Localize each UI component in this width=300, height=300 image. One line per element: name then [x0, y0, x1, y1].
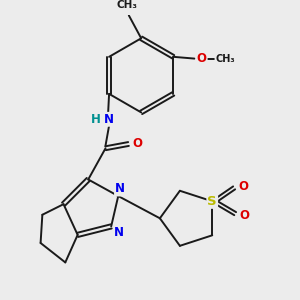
- Text: H: H: [91, 113, 101, 126]
- Text: O: O: [132, 137, 142, 151]
- Text: CH₃: CH₃: [117, 1, 138, 10]
- Text: N: N: [114, 226, 124, 239]
- Text: S: S: [207, 195, 217, 208]
- Text: N: N: [115, 182, 125, 196]
- Text: O: O: [240, 209, 250, 222]
- Text: N: N: [104, 113, 114, 126]
- Text: CH₃: CH₃: [215, 54, 235, 64]
- Text: O: O: [196, 52, 206, 65]
- Text: O: O: [238, 180, 249, 193]
